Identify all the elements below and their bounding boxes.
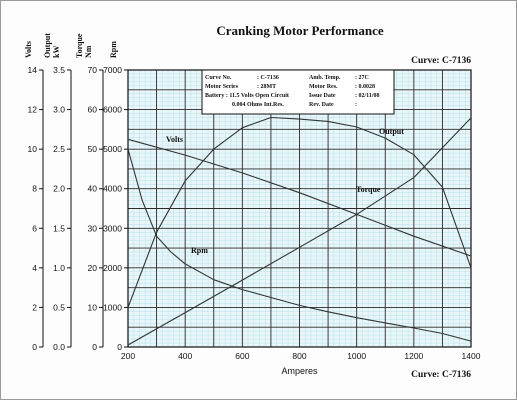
left-axis-tick-label: 10	[28, 144, 38, 154]
left-axis-tick-label: 1000	[103, 302, 122, 312]
info-box-cell: Curve No.	[205, 75, 232, 81]
left-axis-tick-label: 50	[88, 144, 98, 154]
left-axis-tick-label: 0	[92, 342, 97, 352]
left-axis-tick-label: 12	[28, 105, 38, 115]
info-box-cell: : 0.0028	[355, 84, 375, 90]
left-axis-tick-label: 10	[88, 302, 98, 312]
left-axis-tick-label: 20	[88, 263, 98, 273]
left-axis-header: Rpm	[109, 41, 118, 58]
x-tick-label: 600	[235, 351, 249, 361]
left-axis-tick-label: 2.5	[53, 144, 65, 154]
left-axis-tick-label: 6	[32, 223, 37, 233]
series-line-output	[127, 116, 472, 308]
x-tick-label: 800	[292, 351, 306, 361]
left-axis-tick-label: 3.5	[53, 65, 65, 75]
series-label-volts: Volts	[166, 135, 183, 144]
left-axis-header: kW	[52, 46, 61, 58]
left-axis-tick-label: 1.0	[53, 263, 65, 273]
left-axis-tick-label: 2	[32, 302, 37, 312]
info-box-cell: Issue Date	[309, 93, 336, 99]
left-axis-tick-label: 4000	[103, 184, 122, 194]
series-line-torque	[127, 117, 472, 346]
curve-number-bottom: Curve: C-7136	[411, 370, 471, 380]
left-axis-tick-label: 14	[28, 65, 38, 75]
series-line-volts	[127, 138, 472, 257]
left-axis-tick-label: 3.0	[53, 105, 65, 115]
left-axis-tick-label: 2000	[103, 263, 122, 273]
left-axis-tick-label: 0	[117, 342, 122, 352]
left-axis-header: Nm	[84, 45, 93, 58]
info-box-cell: :	[355, 102, 357, 108]
info-box-cell: : 02/11/08	[355, 93, 380, 99]
left-axis-tick-label: 2.0	[53, 184, 65, 194]
info-box-cell: Rev. Date	[309, 102, 334, 108]
series-label-torque: Torque	[356, 185, 381, 194]
left-axis-tick-label: 70	[88, 65, 98, 75]
series-label-rpm: Rpm	[191, 246, 208, 255]
left-axis-header: Torque	[75, 33, 84, 58]
left-axis-tick-label: 4	[32, 263, 37, 273]
series-line-rpm	[127, 148, 472, 342]
x-tick-label: 1200	[404, 351, 423, 361]
info-box-cell: Motor Res.	[309, 84, 338, 90]
left-axis-tick-label: 7000	[103, 65, 122, 75]
left-axis-tick-label: 40	[88, 184, 98, 194]
x-axis-label: Amperes	[281, 366, 318, 376]
left-axis-tick-label: 6000	[103, 105, 122, 115]
left-axis-header: Volts	[24, 41, 33, 58]
info-box-cell: : C-7136	[257, 75, 279, 81]
left-axis-tick-label: 0	[32, 342, 37, 352]
left-axis-tick-label: 60	[88, 105, 98, 115]
chart-title: Cranking Motor Performance	[216, 23, 384, 38]
x-tick-label: 200	[121, 351, 135, 361]
series-label-output: Output	[379, 127, 404, 136]
info-box-cell: Motor Series	[205, 84, 239, 90]
left-axis-tick-label: 5000	[103, 144, 122, 154]
left-axis-header: Output	[43, 33, 52, 58]
x-tick-label: 1000	[347, 351, 366, 361]
info-box-cell: : 27C	[355, 75, 369, 81]
left-axis-tick-label: 3000	[103, 223, 122, 233]
left-axis-tick-label: 30	[88, 223, 98, 233]
x-tick-label: 400	[178, 351, 192, 361]
info-box-cell: 0.004 Ohms Int.Res.	[232, 102, 284, 108]
x-tick-label: 1400	[462, 351, 481, 361]
info-box-cell: : 28MT	[257, 84, 276, 90]
left-axis-tick-label: 8	[32, 184, 37, 194]
info-box-cell: Amb. Temp.	[309, 75, 341, 81]
info-box-cell: Battery : 11.5 Volts Open Circuit	[205, 93, 289, 99]
left-axis-tick-label: 0.5	[53, 302, 65, 312]
info-box	[201, 69, 395, 115]
series-group	[127, 116, 472, 346]
left-axis-tick-label: 1.5	[53, 223, 65, 233]
curve-number-top: Curve: C-7136	[411, 56, 471, 66]
left-axis-tick-label: 0.0	[53, 342, 65, 352]
